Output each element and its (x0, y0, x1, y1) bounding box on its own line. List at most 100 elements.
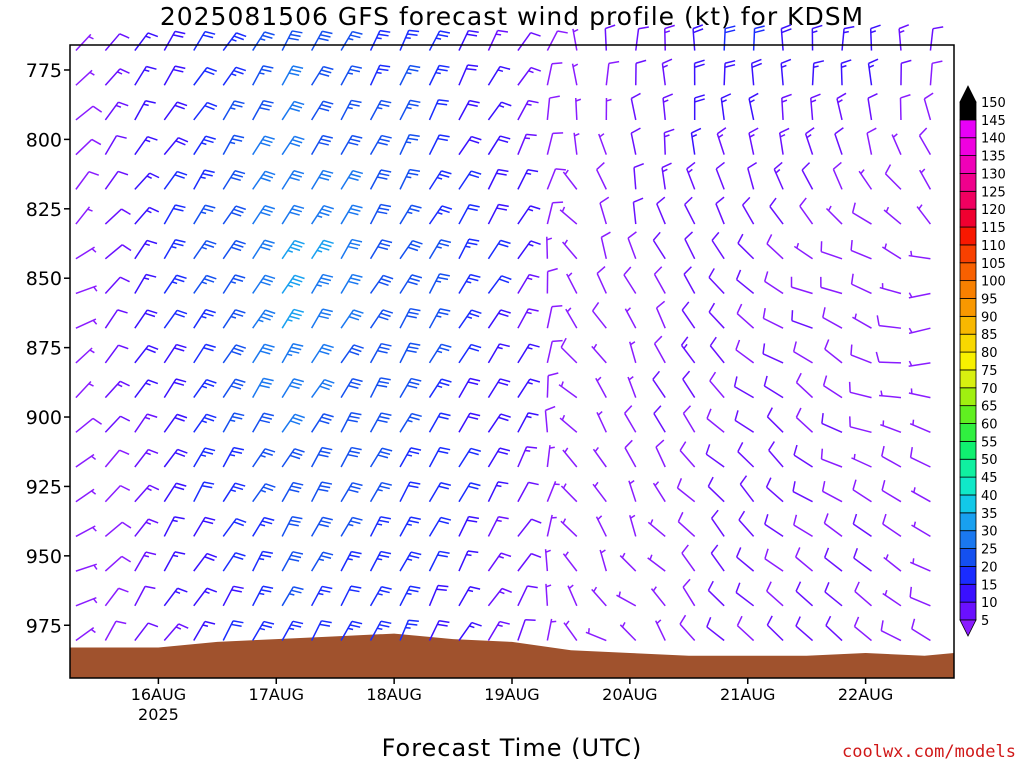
wind-barb-feather (292, 243, 303, 248)
wind-barb-feather (652, 231, 661, 241)
wind-barb (773, 161, 784, 190)
wind-barb-half-feather (289, 593, 295, 596)
wind-barb (517, 240, 541, 260)
wind-barb-feather (320, 520, 331, 524)
wind-barb-feather (236, 518, 247, 523)
wind-barb-shaft (878, 361, 901, 364)
wind-barb-shaft (75, 171, 90, 190)
colorbar-label-65: 65 (981, 400, 998, 415)
wind-barb-feather (381, 239, 393, 244)
wind-barb-shaft (764, 523, 784, 538)
wind-barb-half-feather (775, 168, 781, 174)
wind-barb-feather (88, 170, 100, 176)
wind-barb (616, 591, 637, 607)
wind-barb-feather (322, 30, 333, 35)
wind-barb-feather (664, 128, 675, 134)
wind-barb-feather (206, 240, 217, 245)
wind-barb-half-feather (92, 319, 98, 325)
wind-barb-feather (881, 480, 886, 491)
wind-barb-feather (381, 412, 392, 416)
wind-barb-feather (177, 587, 188, 593)
colorbar-segment-40 (959, 476, 977, 496)
wind-barb-shaft (792, 490, 813, 503)
wind-barb-half-feather (286, 353, 293, 357)
wind-barb (883, 206, 902, 225)
wind-barb-shaft (849, 391, 872, 399)
wind-barb-feather (693, 28, 704, 34)
wind-barb-feather (736, 303, 743, 314)
wind-barb (546, 132, 564, 155)
wind-barb-feather (206, 274, 217, 280)
wind-barb-shaft (75, 488, 95, 503)
wind-barb-feather (545, 405, 556, 412)
wind-barb-feather (795, 372, 802, 383)
colorbar-label-5: 5 (981, 614, 989, 629)
colorbar-label-60: 60 (981, 418, 998, 433)
wind-barb-half-feather (843, 30, 849, 34)
wind-barb-feather (766, 234, 773, 245)
wind-barb-feather (172, 68, 184, 73)
wind-barb-shaft (104, 135, 118, 156)
wind-barb-feather (380, 550, 392, 555)
wind-barb-half-feather (561, 414, 566, 421)
wind-barb-feather (406, 349, 417, 353)
wind-barb-feather (318, 523, 329, 528)
wind-barb-half-feather (597, 515, 603, 520)
wind-barb-shaft (709, 345, 725, 364)
wind-barb-feather (379, 415, 390, 420)
wind-barb-feather (773, 161, 783, 170)
wind-barb (369, 342, 392, 364)
wind-barb-feather (204, 516, 216, 521)
wind-barb (853, 547, 872, 572)
wind-barb (281, 135, 305, 156)
wind-barb-half-feather (467, 589, 474, 593)
wind-barb-feather (377, 349, 388, 354)
wind-barb-half-feather (406, 523, 412, 526)
wind-barb (875, 351, 901, 364)
wind-barb-feather (348, 350, 360, 356)
x-axis-label: Forecast Time (UTC) (381, 734, 643, 762)
wind-barb-half-feather (913, 521, 917, 527)
wind-barb (682, 578, 696, 607)
wind-barb-feather (202, 172, 213, 177)
wind-barb-feather (868, 58, 879, 65)
wind-barb-feather (379, 450, 391, 456)
wind-barb-shaft (653, 273, 666, 294)
wind-barb (281, 343, 304, 364)
wind-barb-shaft (795, 416, 814, 433)
wind-barb (369, 412, 392, 433)
wind-barb-shaft (709, 380, 725, 399)
wind-barb-shaft (655, 446, 666, 468)
wind-barb (600, 231, 611, 259)
wind-barb-half-feather (202, 624, 209, 627)
wind-barb-half-feather (528, 243, 534, 247)
wind-barb-shaft (715, 203, 725, 225)
wind-barb-feather (323, 239, 334, 245)
wind-barb (428, 446, 451, 468)
wind-barb (630, 127, 641, 155)
wind-barb-half-feather (565, 620, 570, 626)
wind-barb-shaft (793, 524, 813, 538)
wind-barb (546, 514, 557, 537)
wind-barb-feather (317, 488, 329, 492)
wind-barb (458, 64, 479, 86)
wind-barb (635, 59, 647, 86)
wind-barb-feather (289, 211, 300, 216)
wind-barb-half-feather (376, 557, 383, 561)
wind-barb-feather (318, 107, 330, 112)
wind-barb-feather (292, 620, 304, 625)
wind-barb-shaft (628, 480, 637, 502)
wind-barb-feather (321, 242, 332, 248)
wind-barb-shaft (619, 624, 637, 642)
wind-barb (222, 309, 246, 329)
wind-barb (653, 266, 666, 294)
wind-barb-shaft (684, 204, 696, 225)
wind-barb-feather (498, 203, 509, 208)
wind-barb-feather (682, 578, 691, 588)
colorbar-label-15: 15 (981, 578, 998, 593)
wind-barb-half-feather (91, 455, 97, 461)
wind-barb-feather (470, 273, 481, 278)
terrain-layer (70, 633, 954, 678)
wind-barb-half-feather (146, 209, 152, 214)
wind-barb (823, 513, 843, 538)
